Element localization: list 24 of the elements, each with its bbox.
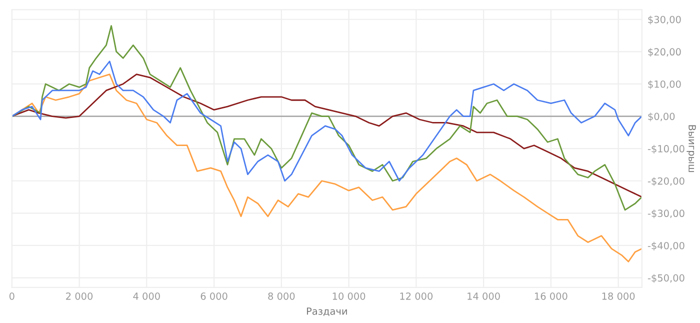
y-tick-label: $30,00	[648, 16, 681, 25]
line-series	[12, 25, 642, 211]
line-series	[12, 74, 642, 198]
y-tick-label: $0,00	[648, 112, 675, 122]
y-axis-title: Выигрыш	[686, 125, 696, 172]
y-tick-label: -$30,00	[648, 209, 684, 218]
x-tick-label: 14 000	[468, 292, 500, 300]
x-tick-label: 16 000	[534, 292, 568, 300]
x-tick-label: 8 000	[268, 292, 295, 300]
x-axis-title: Раздачи	[306, 308, 347, 316]
y-tick-label: -$10,00	[648, 144, 684, 154]
line-series	[12, 60, 642, 182]
x-tick-label: 12 000	[400, 292, 433, 300]
x-tick-label: 2 000	[66, 292, 93, 300]
y-tick-label: -$50,00	[648, 274, 684, 283]
y-tick-label: $10,00	[648, 80, 681, 90]
x-tick-label: 6 000	[200, 292, 228, 300]
x-tick-label: 18 000	[602, 292, 635, 300]
y-tick-label: -$40,00	[648, 242, 684, 251]
x-tick-label: 0	[9, 292, 14, 300]
y-tick-label: -$20,00	[648, 177, 684, 186]
x-tick-label: 4 000	[133, 292, 160, 300]
x-tick-label: 10 000	[332, 292, 366, 300]
y-tick-label: $20,00	[648, 48, 681, 57]
